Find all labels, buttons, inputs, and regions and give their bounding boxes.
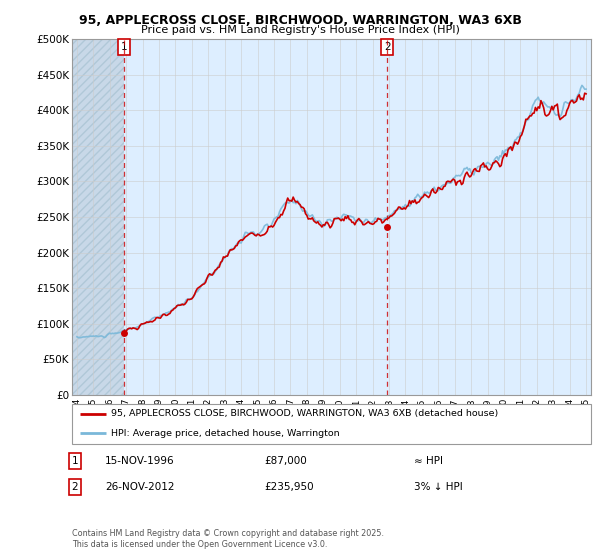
Text: 2: 2: [384, 42, 391, 52]
Text: 1: 1: [121, 42, 128, 52]
Text: Price paid vs. HM Land Registry's House Price Index (HPI): Price paid vs. HM Land Registry's House …: [140, 25, 460, 35]
Text: 26-NOV-2012: 26-NOV-2012: [105, 482, 175, 492]
Text: 2: 2: [71, 482, 79, 492]
Text: 95, APPLECROSS CLOSE, BIRCHWOOD, WARRINGTON, WA3 6XB (detached house): 95, APPLECROSS CLOSE, BIRCHWOOD, WARRING…: [111, 409, 498, 418]
Text: £235,950: £235,950: [264, 482, 314, 492]
Text: ≈ HPI: ≈ HPI: [414, 456, 443, 466]
Text: 15-NOV-1996: 15-NOV-1996: [105, 456, 175, 466]
Text: 1: 1: [71, 456, 79, 466]
Text: Contains HM Land Registry data © Crown copyright and database right 2025.
This d: Contains HM Land Registry data © Crown c…: [72, 529, 384, 549]
Text: £87,000: £87,000: [264, 456, 307, 466]
FancyBboxPatch shape: [72, 404, 591, 445]
Text: 95, APPLECROSS CLOSE, BIRCHWOOD, WARRINGTON, WA3 6XB: 95, APPLECROSS CLOSE, BIRCHWOOD, WARRING…: [79, 14, 521, 27]
Text: 3% ↓ HPI: 3% ↓ HPI: [414, 482, 463, 492]
Bar: [72, 39, 124, 395]
Text: HPI: Average price, detached house, Warrington: HPI: Average price, detached house, Warr…: [111, 429, 340, 438]
